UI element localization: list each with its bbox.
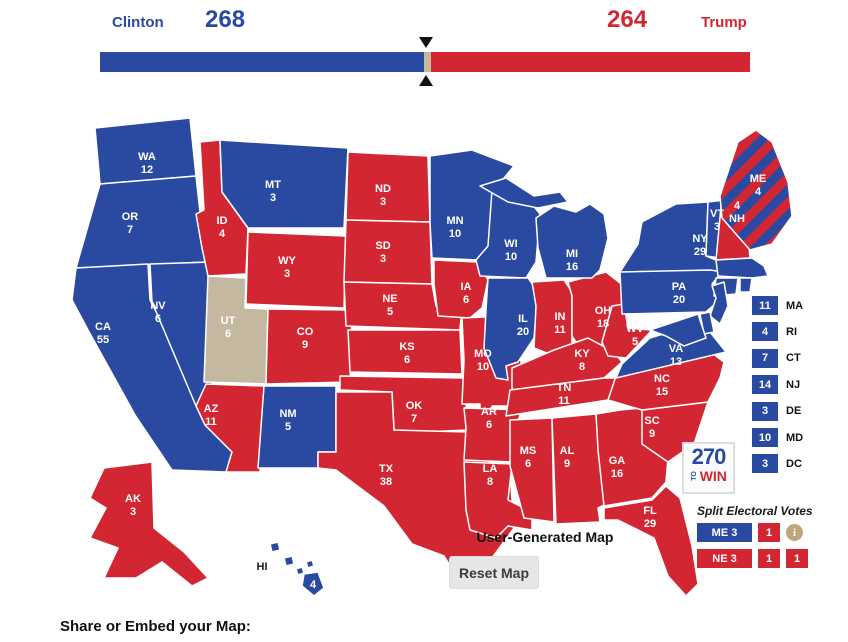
state-co[interactable] <box>265 308 353 385</box>
legend-row-dc[interactable]: 3 DC <box>752 454 802 474</box>
legend-state-abbr: NJ <box>786 378 801 391</box>
legend-ev-box: 11 <box>752 296 778 315</box>
state-md[interactable] <box>649 313 707 347</box>
state-hi[interactable] <box>295 566 305 576</box>
candidate-right-votes: 264 <box>607 6 648 33</box>
legend-state-abbr: DE <box>786 405 802 418</box>
state-sd[interactable] <box>343 219 433 285</box>
share-embed-heading: Share or Embed your Map: <box>60 618 251 635</box>
reset-map-button[interactable]: Reset Map <box>449 556 539 589</box>
legend-row-ma[interactable]: 11 MA <box>752 296 803 315</box>
legend-row-ct[interactable]: 7 CT <box>752 348 801 368</box>
legend-row-md[interactable]: 10 MD <box>752 428 803 447</box>
state-nj[interactable] <box>709 281 729 325</box>
state-ma[interactable] <box>715 257 769 279</box>
candidate-right-name: Trump <box>701 14 747 31</box>
state-hi[interactable] <box>283 555 295 567</box>
map-caption: User-Generated Map <box>476 529 614 545</box>
state-hi[interactable] <box>305 559 315 569</box>
state-ri[interactable] <box>739 277 753 293</box>
candidate-left-name: Clinton <box>112 14 164 31</box>
state-ms[interactable] <box>509 417 555 523</box>
legend-row-de[interactable]: 3 DE <box>752 401 802 421</box>
bar-segment-rep <box>431 52 750 72</box>
electoral-progress-bar <box>100 52 750 72</box>
split-votes-title: Split Electoral Votes <box>697 504 813 518</box>
state-wv[interactable] <box>601 303 653 359</box>
270towin-logo[interactable]: 270 TO WIN <box>682 442 735 494</box>
legend-ev-box: 4 <box>752 322 778 342</box>
state-wy[interactable] <box>245 231 347 309</box>
legend-state-abbr: RI <box>786 325 797 338</box>
info-icon[interactable]: i <box>786 524 803 541</box>
split-vote-box[interactable]: 1 <box>758 549 780 568</box>
legend-state-abbr: MA <box>786 299 804 312</box>
candidate-left-votes: 268 <box>205 6 246 33</box>
state-mi[interactable] <box>535 203 609 279</box>
state-or[interactable] <box>75 175 213 269</box>
state-mt[interactable] <box>219 139 349 229</box>
state-label: HI <box>257 561 268 573</box>
legend-row-ri[interactable]: 4 RI <box>752 322 797 342</box>
legend-state-abbr: DC <box>786 457 802 470</box>
state-mi[interactable] <box>479 177 569 209</box>
split-vote-box[interactable]: 1 <box>758 523 780 542</box>
logo-to-text: TO <box>690 471 698 481</box>
legend-ev-box: 10 <box>752 428 778 447</box>
logo-number: 270 <box>691 444 727 469</box>
legend-state-abbr: CT <box>786 352 801 365</box>
state-wa[interactable] <box>94 117 197 185</box>
legend-ev-box: 14 <box>752 375 778 395</box>
state-nd[interactable] <box>345 151 431 223</box>
state-la[interactable] <box>463 461 533 539</box>
split-vote-box[interactable]: ME 3 <box>697 523 752 542</box>
split-vote-box[interactable]: NE 3 <box>697 549 752 568</box>
state-fl[interactable] <box>603 485 699 597</box>
state-ks[interactable] <box>347 329 463 375</box>
logo-bottom-row: TO WIN <box>684 469 733 483</box>
legend-state-abbr: MD <box>786 431 804 444</box>
state-hi[interactable] <box>301 571 325 597</box>
state-in[interactable] <box>531 279 573 357</box>
logo-win-text: WIN <box>699 468 727 484</box>
legend-ev-box: 3 <box>752 454 778 474</box>
win-marker-bottom-icon <box>419 75 434 86</box>
bar-segment-unpledged <box>423 52 432 72</box>
state-hi[interactable] <box>269 541 281 553</box>
state-me[interactable] <box>719 129 793 251</box>
legend-ev-box: 3 <box>752 401 778 421</box>
bar-segment-dem <box>100 52 424 72</box>
split-vote-box[interactable]: 1 <box>786 549 808 568</box>
state-ak[interactable] <box>89 461 209 587</box>
legend-row-nj[interactable]: 14 NJ <box>752 375 801 395</box>
win-marker-top-icon <box>419 37 434 48</box>
legend-ev-box: 7 <box>752 348 778 368</box>
